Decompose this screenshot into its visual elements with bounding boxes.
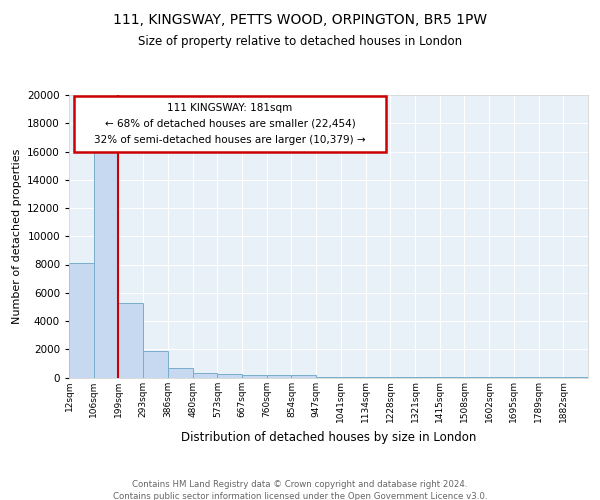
Text: 111, KINGSWAY, PETTS WOOD, ORPINGTON, BR5 1PW: 111, KINGSWAY, PETTS WOOD, ORPINGTON, BR… xyxy=(113,12,487,26)
Bar xyxy=(118,302,143,378)
Text: Size of property relative to detached houses in London: Size of property relative to detached ho… xyxy=(138,35,462,48)
Text: Contains public sector information licensed under the Open Government Licence v3: Contains public sector information licen… xyxy=(113,492,487,500)
X-axis label: Distribution of detached houses by size in London: Distribution of detached houses by size … xyxy=(181,430,476,444)
FancyBboxPatch shape xyxy=(74,96,386,152)
Bar xyxy=(292,375,316,378)
Bar xyxy=(341,377,365,378)
Bar xyxy=(168,368,193,378)
Bar xyxy=(242,374,267,378)
Text: 111 KINGSWAY: 181sqm
← 68% of detached houses are smaller (22,454)
32% of semi-d: 111 KINGSWAY: 181sqm ← 68% of detached h… xyxy=(94,104,366,144)
Bar xyxy=(143,352,168,378)
Text: Contains HM Land Registry data © Crown copyright and database right 2024.: Contains HM Land Registry data © Crown c… xyxy=(132,480,468,489)
Bar xyxy=(94,144,118,378)
Bar xyxy=(217,374,242,378)
Y-axis label: Number of detached properties: Number of detached properties xyxy=(11,148,22,324)
Bar xyxy=(69,263,94,378)
Bar xyxy=(267,375,292,378)
Bar xyxy=(365,377,390,378)
Bar xyxy=(193,372,217,378)
Bar xyxy=(316,376,341,378)
